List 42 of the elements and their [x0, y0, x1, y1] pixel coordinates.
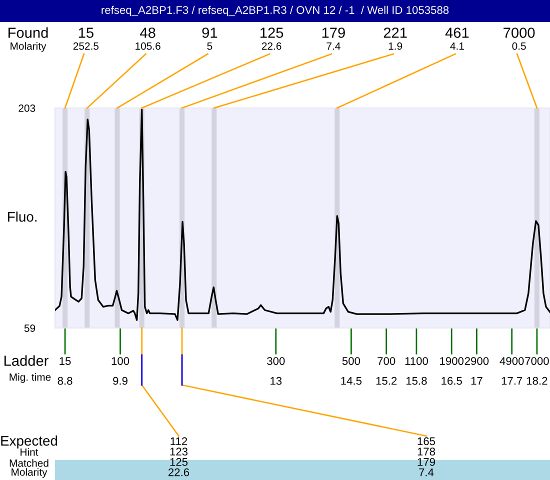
- x-tick-label: 18.2: [526, 376, 548, 385]
- x-tick-label: 16.5: [442, 376, 462, 385]
- annotation: 125 22.6: [260, 28, 284, 50]
- text: 2900: [464, 357, 489, 365]
- x-tick-label: 17: [471, 377, 482, 385]
- annotation: 91 5: [202, 28, 218, 50]
- annotation: 179 7.4: [322, 28, 345, 50]
- text: 300: [267, 357, 285, 365]
- text: 15: [60, 357, 71, 365]
- text: Molarity: [10, 42, 46, 52]
- text: Found: [8, 27, 48, 38]
- chart-title: refseq_A2BP1.F3 / refseq_A2BP1.R3 / OVN 12 / -1 / Well ID 1053588: [102, 6, 449, 16]
- text: 500: [342, 357, 360, 365]
- annotation: 461 4.1: [445, 28, 469, 50]
- annotation: 221 1.9: [384, 28, 407, 50]
- annotation: 48 105.6: [136, 28, 160, 50]
- text: Molarity: [12, 468, 48, 478]
- x-tick-label: 8.8: [58, 376, 72, 385]
- annotation: 112 123 125 22.6: [168, 437, 190, 476]
- text: Ladder: [4, 355, 48, 366]
- x-tick-label: 14.5: [341, 377, 362, 385]
- text: 4900: [500, 357, 524, 365]
- text: 1900: [440, 357, 464, 365]
- text: Matched: [10, 459, 48, 467]
- annotation: 7000 0.5: [504, 28, 535, 50]
- text: Hint: [20, 448, 38, 456]
- text: 1100: [405, 357, 428, 365]
- text: 700: [378, 357, 396, 365]
- x-tick-label: 17.7: [502, 377, 522, 385]
- x-tick-label: 15.2: [376, 376, 397, 385]
- x-tick-label: 9.9: [113, 376, 128, 385]
- text: 100: [112, 357, 130, 365]
- x-tick-label: 13: [270, 376, 282, 385]
- annotation: 15 252.5: [73, 28, 99, 50]
- y-axis-title: Fluo.: [8, 212, 36, 222]
- text: Expected: [1, 436, 58, 448]
- annotation: 165 178 179 7.4: [418, 437, 436, 476]
- x-tick-label: 15.8: [406, 376, 427, 385]
- y-tick-label: 203: [18, 104, 36, 112]
- text: 7000: [525, 357, 549, 365]
- text: Mig. time: [10, 373, 51, 383]
- y-tick-label: 59: [24, 324, 36, 332]
